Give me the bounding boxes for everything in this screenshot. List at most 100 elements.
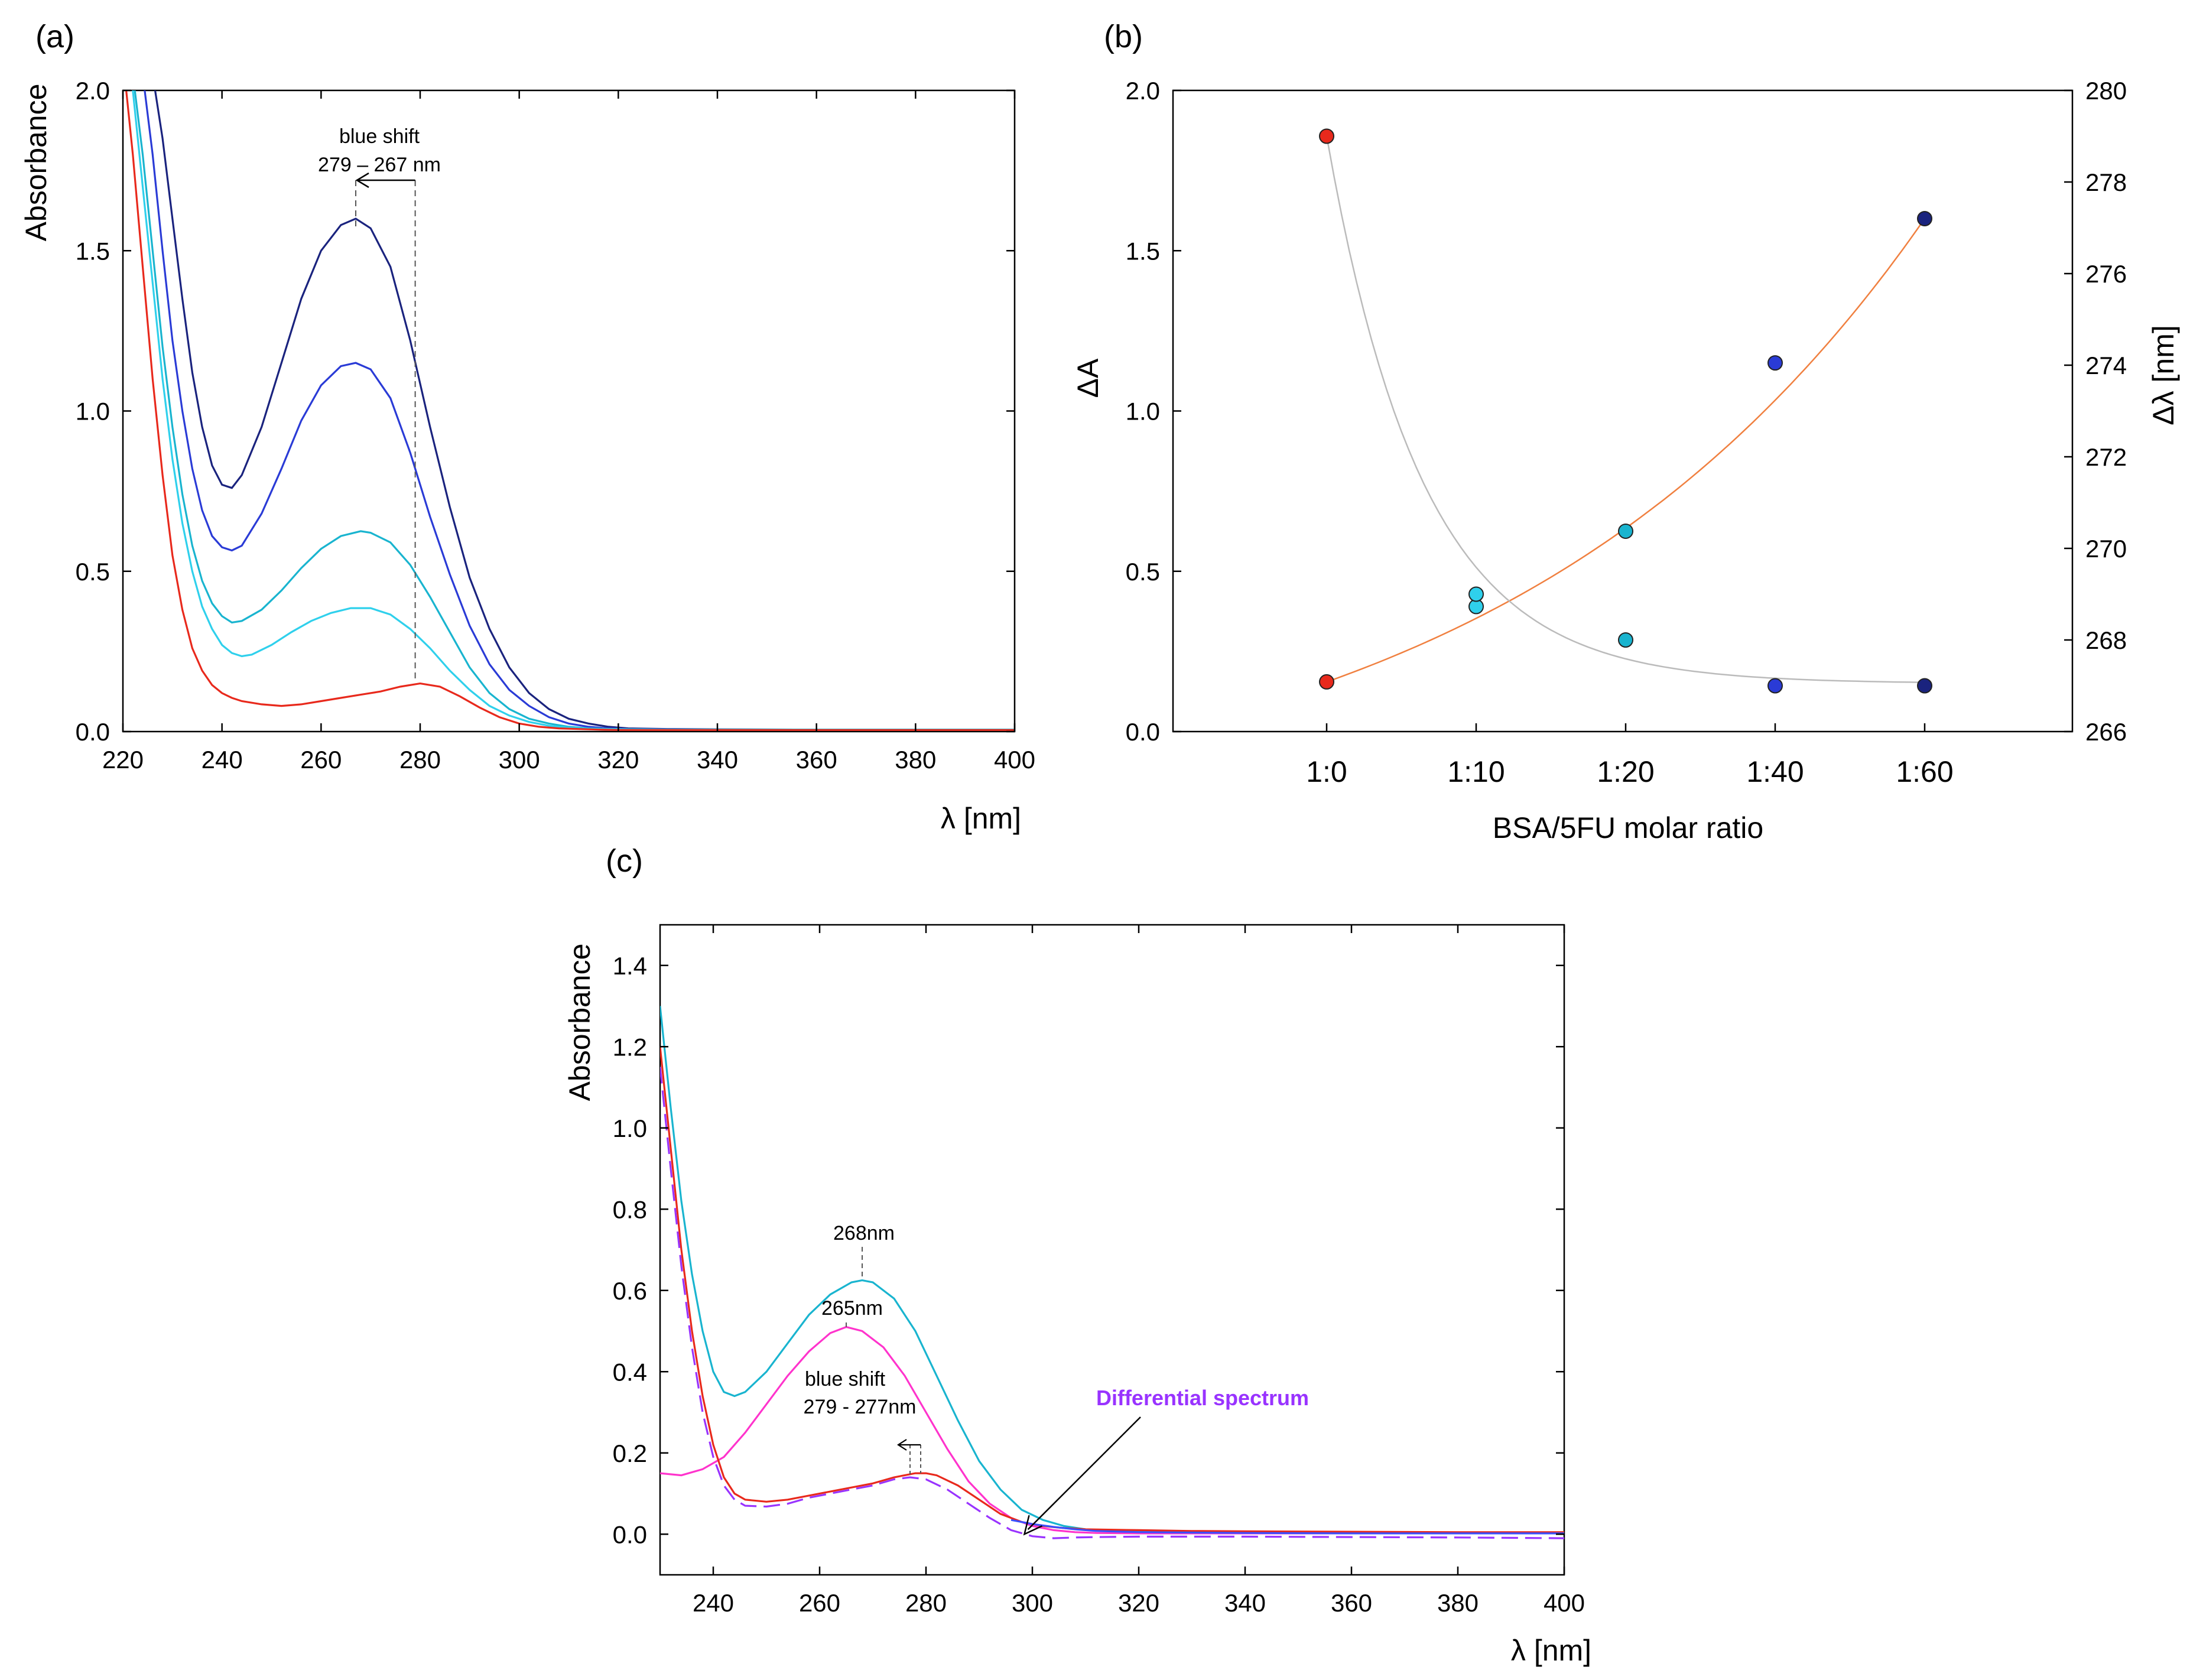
panel-c-x-tick-label: 260 [799,1589,840,1617]
panel-c-y-tick-label: 0.6 [613,1277,647,1305]
panel-b-y-tick-label: 1.5 [1126,237,1160,265]
panel-a-y-axis-title: Absorbance [20,84,53,242]
panel-b-y2-axis-title: Δλ [nm] [2147,325,2180,425]
panel-c-x-tick-label: 400 [1544,1589,1585,1617]
panel-b-delta-a-point [1767,355,1783,371]
panel-c-y-tick-label: 0.8 [613,1195,647,1223]
panel-b-y2-tick-label: 268 [2085,626,2127,654]
panel-b-x-tick-label: 1:10 [1447,755,1505,788]
panel-c-series-bsa-5fu-1-20 [660,1006,1564,1535]
panel-c-peak-268-label: 268nm [833,1222,895,1244]
panel-c-x-tick-label: 360 [1331,1589,1372,1617]
panel-c-y-tick-label: 1.0 [613,1114,647,1142]
panel-b-y2-tick-label: 276 [2085,260,2127,288]
panel-a: (a) 220 240 260 280 300 320 340 360 380 400 0.0 0.… [20,19,1035,835]
panel-a-x-tick-label: 280 [399,746,441,774]
panel-a-y-tick-label: 0.5 [76,558,110,586]
panel-a-x-tick-label: 360 [796,746,837,774]
panel-c-series-bsa-5fu-1-20-raw [1010,1519,1564,1535]
panel-b-delta-lambda-point [1319,128,1334,144]
panel-b-x-tick-label: 1:60 [1896,755,1953,788]
panel-b-delta-a-point [1319,674,1334,690]
panel-b-delta-a-point [1917,211,1932,226]
panel-c-shift-arrow-head [896,1439,907,1451]
panel-c-blue-shift-line1: blue shift [805,1368,886,1390]
panel-b-delta-a-fit-curve [1326,218,1926,683]
panel-c-x-axis-title: λ [nm] [1511,1634,1591,1667]
panel-c-y-tick-label: 0.2 [613,1439,647,1467]
panel-a-x-tick-label: 400 [994,746,1035,774]
panel-b-y2-tick-label: 274 [2085,352,2127,379]
panel-b-y2-tick-label: 278 [2085,168,2127,196]
panel-c-x-tick-label: 380 [1437,1589,1479,1617]
panel-c-x-tick-label: 280 [905,1589,947,1617]
panel-b-delta-lambda-point [1468,586,1484,602]
panel-a-frame [122,89,1016,733]
panel-c-y-tick-label: 1.2 [613,1033,647,1061]
panel-a-series-1-40 [144,90,1015,731]
panel-a-x-tick-label: 220 [102,746,144,774]
panel-a-x-tick-label: 300 [499,746,540,774]
panel-b-y-tick-label: 0.5 [1126,558,1160,586]
panel-c-x-tick-label: 340 [1224,1589,1266,1617]
panel-b-delta-lambda-point [1917,678,1932,694]
panel-b-y2-tick-label: 272 [2085,443,2127,471]
panel-b-y-tick-label: 1.0 [1126,398,1160,425]
panel-c: (c) 240 260 280 300 320 340 360 380 400 0.0 0.2 0.… [563,843,1591,1667]
panel-a-x-axis-title: λ [nm] [941,802,1021,835]
panel-c-y-tick-label: 0.0 [613,1520,647,1548]
panel-b-delta-lambda-fit-curve [1325,136,1925,683]
panel-a-y-tick-label: 2.0 [76,77,110,105]
panel-c-peak-265-label: 265nm [821,1297,883,1320]
panel-a-series-1-60 [154,90,1015,731]
panel-a-annotation-line1: blue shift [339,125,420,148]
panel-a-annotation: blue shift 279 – 267 nm [318,125,441,681]
panel-a-x-tick-label: 340 [697,746,738,774]
panel-c-x-tick-label: 240 [693,1589,734,1617]
panel-a-x-tick-label: 380 [895,746,936,774]
panel-c-series-5fu [660,1047,1564,1533]
panel-c-series-bsa [660,1325,1564,1535]
panel-a-x-tick-label: 240 [202,746,243,774]
panel-b: (b) 0.0 0.5 1.0 1.5 2.0 266 268 270 272 274 276 27… [1071,19,2180,844]
panel-a-series-1-20 [134,90,1015,731]
panel-c-series-differential-spectrum [660,1067,1564,1539]
panel-c-y-axis-title: Absorbance [563,944,596,1101]
panel-b-y2-tick-label: 280 [2085,77,2127,105]
panel-b-delta-lambda-point [1618,632,1633,648]
panel-c-differential-spectrum-label: Differential spectrum [1096,1386,1309,1410]
panel-b-x-tick-label: 1:0 [1306,755,1347,788]
panel-c-y-tick-label: 0.4 [613,1358,647,1386]
panel-b-y-tick-label: 2.0 [1126,77,1160,105]
panel-c-frame [659,924,1565,1576]
panel-a-label: (a) [35,19,74,54]
panel-c-differential-arrow-head [1023,1515,1043,1536]
panel-c-y-tick-label: 1.4 [613,952,647,980]
panel-b-y2-tick-label: 270 [2085,535,2127,563]
panel-a-y-tick-label: 1.0 [76,398,110,425]
panel-b-y-tick-label: 0.0 [1126,718,1160,746]
panel-b-delta-a-point [1618,523,1633,539]
panel-b-x-tick-label: 1:20 [1597,755,1654,788]
panel-c-annotations: 268nm 265nm blue shift 279 - 277nm Diffe… [804,1222,1309,1536]
panel-c-label: (c) [606,843,643,879]
panel-b-x-tick-label: 1:40 [1746,755,1804,788]
panel-b-delta-lambda-point [1767,678,1783,694]
panel-a-annotation-line2: 279 – 267 nm [318,154,441,176]
panel-a-y-tick-label: 0.0 [76,718,110,746]
panel-b-x-axis-title: BSA/5FU molar ratio [1493,811,1763,844]
panel-c-x-tick-label: 320 [1118,1589,1159,1617]
panel-c-blue-shift-line2: 279 - 277nm [804,1396,917,1418]
panel-a-shift-arrow-head [355,172,369,189]
panel-a-series-1-0 [125,90,1015,731]
panel-b-y2-tick-label: 266 [2085,718,2127,746]
panel-c-x-tick-label: 300 [1012,1589,1053,1617]
panel-b-y-axis-title: ΔA [1071,358,1104,398]
panel-c-differential-arrow-line [1027,1416,1141,1530]
panel-a-y-tick-label: 1.5 [76,237,110,265]
panel-a-x-tick-label: 260 [300,746,342,774]
panel-a-x-tick-label: 320 [597,746,639,774]
panel-a-series-1-10 [132,90,1015,731]
panel-b-label: (b) [1104,19,1143,54]
